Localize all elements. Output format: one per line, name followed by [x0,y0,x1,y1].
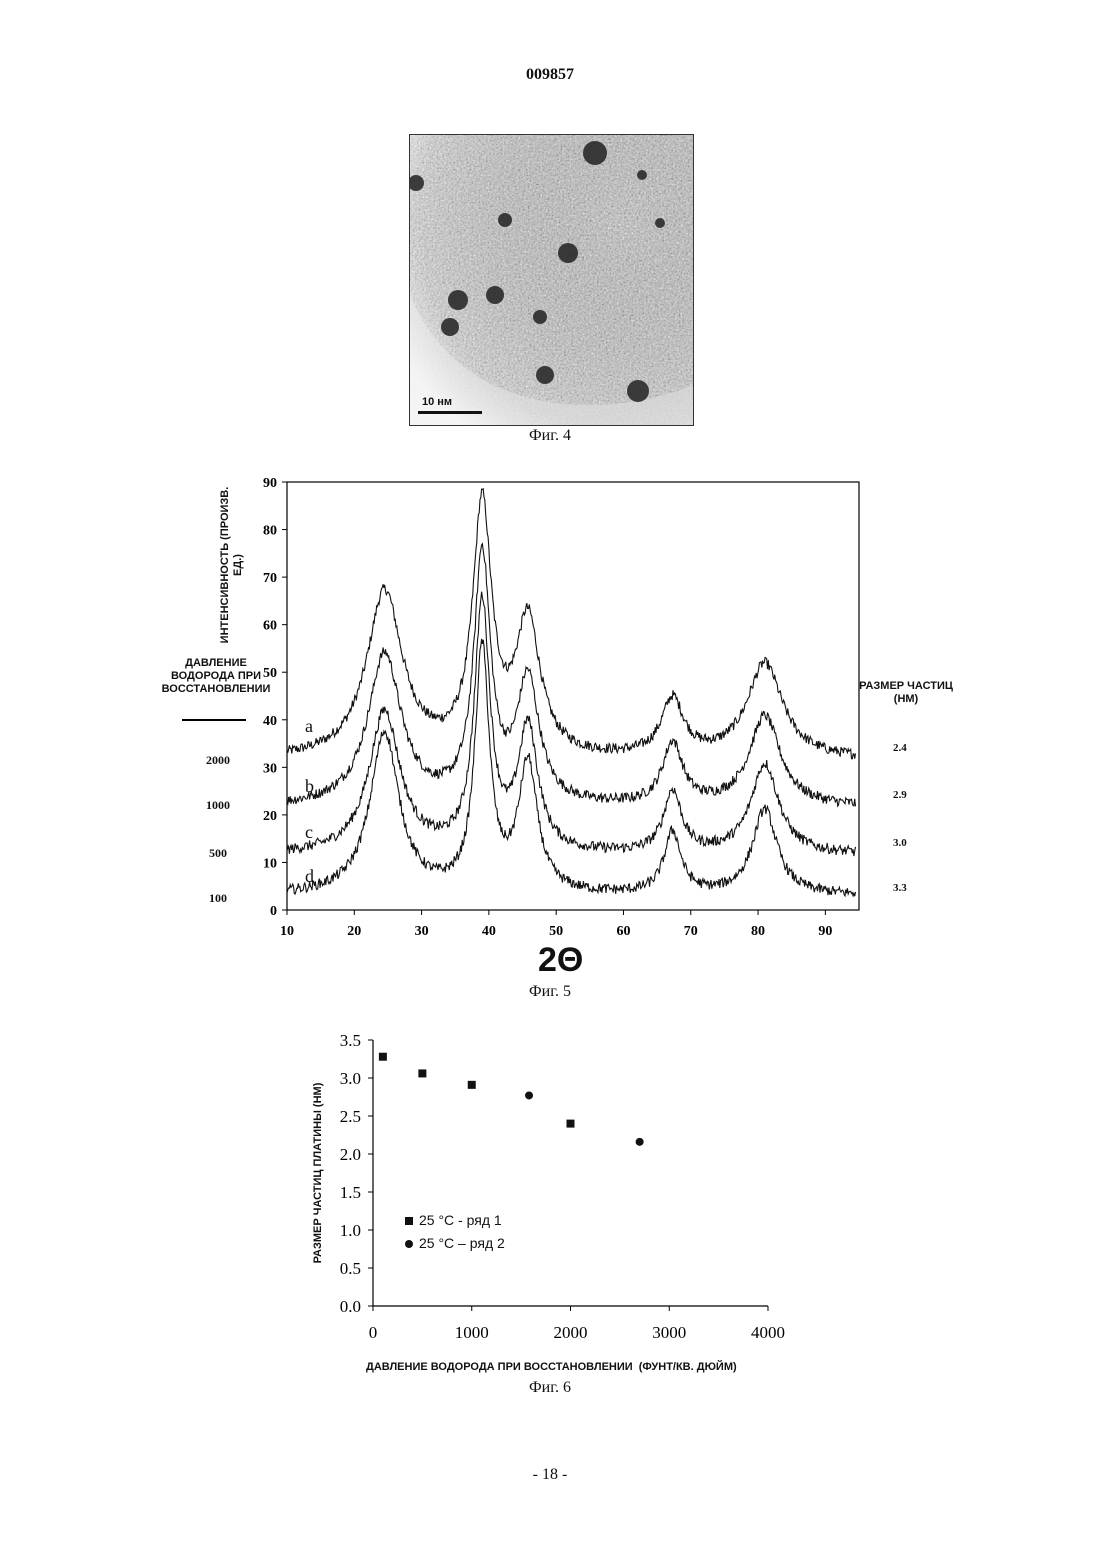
legend-series-1-label: 25 °C - ряд 1 [419,1212,502,1228]
series-1-point [468,1081,476,1089]
scatter-x-tick-label: 3000 [652,1323,686,1342]
curve-label-c: c [305,822,313,843]
xrd-y-tick-label: 70 [263,571,277,586]
size-d: 3.3 [893,882,907,894]
xrd-y-tick-label: 20 [263,809,277,824]
xrd-x-tick-label: 60 [616,924,630,939]
size-a: 2.4 [893,742,907,754]
legend-series-2: 25 °C – ряд 2 [405,1235,505,1251]
xrd-x-tick-label: 30 [415,924,429,939]
series-2-point [636,1138,644,1146]
scatter-y-tick-label: 2.5 [340,1107,361,1126]
series-2-point [525,1091,533,1099]
xrd-y-tick-label: 80 [263,524,277,539]
xrd-series-b [287,544,856,807]
curve-label-a: a [305,716,313,737]
scatter-y-tick-label: 2.0 [340,1145,361,1164]
xrd-x-tick-label: 70 [684,924,698,939]
xrd-y-tick-label: 0 [270,904,277,919]
xrd-x-axis-label: 2Θ [538,941,583,980]
xrd-x-tick-label: 90 [818,924,832,939]
pressure-header: ДАВЛЕНИЕ ВОДОРОДА ПРИ ВОССТАНОВЛЕНИИ [154,657,278,696]
circle-marker-icon [405,1240,413,1248]
size-header: РАЗМЕР ЧАСТИЦ (НМ) [858,680,954,706]
square-marker-icon [405,1217,413,1225]
xrd-y-tick-label: 10 [263,856,277,871]
series-1-point [379,1053,387,1061]
xrd-x-tick-label: 80 [751,924,765,939]
scatter-y-tick-label: 3.5 [340,1031,361,1050]
xrd-series-d [287,639,856,896]
figure-5-caption: Фиг. 5 [0,983,1100,1001]
scatter-x-tick-label: 0 [369,1323,378,1342]
xrd-series-a [287,489,856,759]
scatter-y-tick-label: 3.0 [340,1069,361,1088]
xrd-chart: 0102030405060708090102030405060708090 [0,0,1100,1000]
scatter-x-axis-label: ДАВЛЕНИЕ ВОДОРОДА ПРИ ВОССТАНОВЛЕНИИ (ФУ… [366,1361,737,1373]
pressure-a: 2000 [188,753,248,768]
size-c: 3.0 [893,837,907,849]
pressure-c: 500 [188,846,248,861]
xrd-y-tick-label: 40 [263,714,277,729]
series-1-point [418,1069,426,1077]
particle-size-chart: 0.0 0.5 1.0 1.5 2.0 2.5 3.0 3.5 0 1000 2000 3000 400… [0,1000,1100,1400]
figure-6-caption: Фиг. 6 [0,1379,1100,1397]
page-number: - 18 - [0,1466,1100,1484]
pressure-header-rule [182,719,246,721]
xrd-x-tick-label: 20 [347,924,361,939]
legend-series-2-label: 25 °C – ряд 2 [419,1235,505,1251]
xrd-y-tick-label: 30 [263,761,277,776]
size-b: 2.9 [893,789,907,801]
scatter-y-tick-label: 1.0 [340,1221,361,1240]
scatter-y-axis-label: РАЗМЕР ЧАСТИЦ ПЛАТИНЫ (НМ) [312,1058,326,1288]
curve-label-b: b [305,776,314,797]
pressure-d: 100 [188,891,248,906]
scatter-x-tick-label: 2000 [554,1323,588,1342]
xrd-x-tick-label: 50 [549,924,563,939]
pressure-b: 1000 [188,798,248,813]
curve-label-d: d [305,866,314,887]
xrd-y-axis-label: ИНТЕНСИВНОСТЬ (ПРОИЗВ. ЕД.) [219,475,245,655]
scatter-y-tick-label: 0.5 [340,1259,361,1278]
legend-series-1: 25 °C - ряд 1 [405,1212,502,1228]
xrd-x-tick-label: 40 [482,924,496,939]
series-1-point [567,1120,575,1128]
scatter-y-tick-label: 1.5 [340,1183,361,1202]
scatter-x-tick-label: 4000 [751,1323,785,1342]
xrd-y-tick-label: 60 [263,619,277,634]
scatter-x-tick-label: 1000 [455,1323,489,1342]
xrd-y-tick-label: 90 [263,476,277,491]
xrd-plot-frame [287,482,859,910]
scatter-y-tick-label: 0.0 [340,1297,361,1316]
xrd-x-tick-label: 10 [280,924,294,939]
